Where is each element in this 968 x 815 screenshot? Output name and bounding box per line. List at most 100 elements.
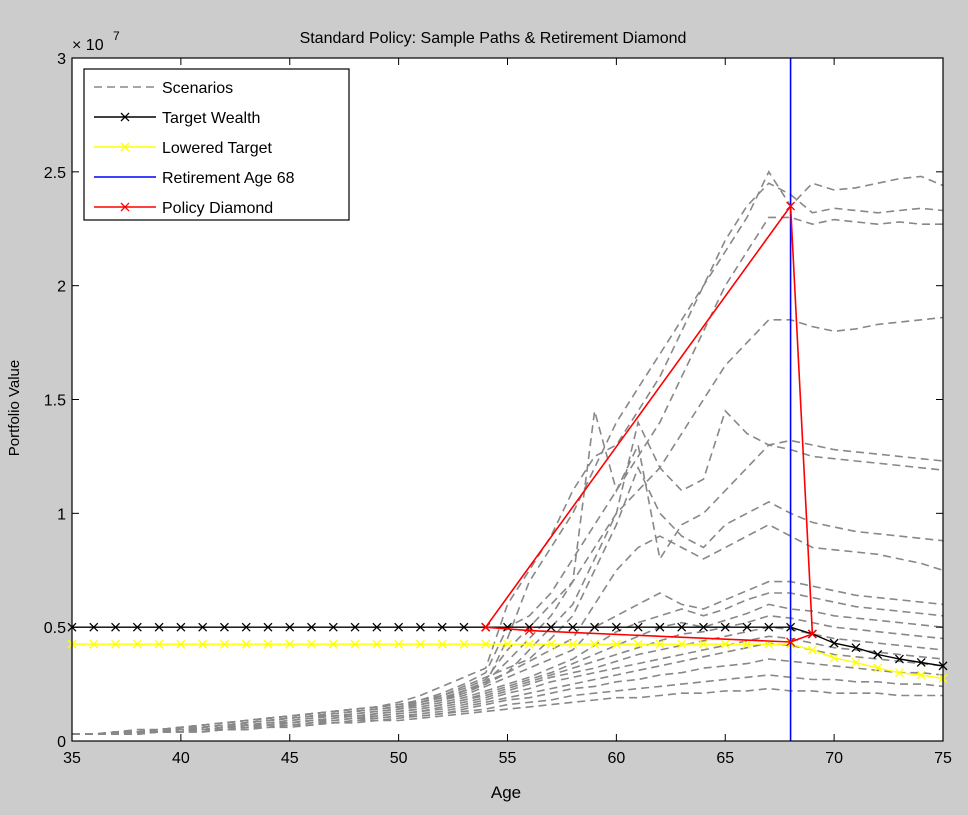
target-wealth-marker [459,622,469,632]
lowered-target-marker [916,670,926,680]
lowered-target-marker [328,639,338,649]
target-wealth-marker [655,622,665,632]
target-wealth-marker [873,650,883,659]
policy-diamond-line [485,203,814,643]
lowered-target-marker [263,639,273,649]
x-tick-label: 35 [63,750,81,767]
lowered-target-marker [285,639,295,649]
lowered-target-marker [154,639,164,649]
x-tick-label: 50 [390,750,408,767]
legend-label-target-wealth: Target Wealth [162,110,260,127]
target-wealth-marker [415,622,425,632]
policy-diamond-marker [524,626,534,636]
legend-label-lowered-target: Lowered Target [162,140,273,157]
lowered-target-marker [590,639,600,649]
scenario-path-10 [72,592,944,736]
lowered-target-marker [633,639,643,649]
target-wealth-marker [394,622,404,632]
axis-ticks: 35 40 45 50 55 60 65 70 75 0 0.5 1 1.5 2 2.5 3 [44,51,952,767]
target-wealth-marker [111,622,121,632]
y-tick-label: 3 [57,51,66,68]
y-axis-label: Portfolio Value [6,360,23,456]
lowered-target-marker [350,639,360,649]
target-wealth-marker [198,622,208,632]
lowered-target-marker [372,639,382,649]
lowered-target-marker [437,639,447,649]
legend-label-scenarios: Scenarios [162,80,233,97]
target-wealth-marker [176,622,186,632]
chart-title: Standard Policy: Sample Paths & Retireme… [300,30,687,47]
lowered-target-marker [219,639,229,649]
target-wealth-marker [764,622,774,632]
x-tick-label: 45 [281,750,299,767]
target-wealth-marker [851,643,861,653]
lowered-target-marker [829,653,839,663]
scenario-path-7 [72,465,944,736]
target-wealth-marker [546,622,556,632]
target-wealth-marker [328,622,338,632]
lowered-target-marker [655,639,665,649]
y-exponent-power: 7 [113,29,120,43]
x-tick-label: 75 [934,750,952,767]
lowered-target-marker [132,639,142,649]
scenario-path-18 [72,687,943,736]
x-tick-label: 70 [825,750,843,767]
target-wealth-marker [241,622,251,632]
y-tick-label: 2.5 [44,165,66,182]
target-wealth-marker [611,622,621,632]
x-axis-label: Age [491,783,521,802]
target-wealth-marker [219,622,229,632]
y-exponent-label: × 10 [72,37,104,54]
lowered-target-marker [176,639,186,649]
lowered-target-marker [524,639,534,649]
target-wealth-marker [132,622,142,632]
policy-diamond-marker [807,629,817,639]
lowered-target-marker [807,645,817,655]
y-tick-label: 1.5 [44,393,66,410]
lowered-target-marker [894,668,904,678]
lowered-target-marker [699,639,708,649]
y-tick-label: 0.5 [44,620,66,637]
target-wealth-marker [285,622,295,632]
x-tick-label: 55 [499,750,517,767]
lowered-target-marker [481,639,491,649]
lowered-target-marker [241,639,251,649]
policy-diamond-marker [786,201,796,211]
target-wealth-marker [372,622,382,632]
target-wealth-marker [568,622,578,632]
target-wealth-marker [742,622,752,632]
target-wealth-marker [677,622,687,632]
lowered-target-marker [111,639,121,649]
target-wealth-marker [894,654,904,664]
lowered-target-marker [677,639,687,649]
lowered-target-marker [568,639,578,649]
target-wealth-marker [263,622,273,632]
legend: Scenarios Target Wealth Lowered Target Reti… [83,68,350,221]
target-wealth-marker [350,622,360,632]
target-wealth-marker [307,622,316,632]
lowered-target-marker [611,639,621,649]
lowered-target-marker [459,639,469,649]
x-tick-label: 65 [716,750,734,767]
lowered-target-marker [720,639,730,649]
lowered-target-marker [394,639,404,649]
target-wealth-marker [437,622,447,632]
target-wealth-marker [154,622,164,632]
x-tick-label: 40 [172,750,190,767]
target-wealth-marker [699,622,708,632]
target-wealth-marker [633,622,643,632]
target-wealth-marker [89,622,99,632]
lowered-target-marker [742,639,752,649]
target-wealth-marker [829,638,839,648]
legend-label-policy-diamond: Policy Diamond [162,200,273,217]
lowered-target-marker [546,639,556,649]
legend-marker-policy-diamond [120,202,130,212]
target-wealth-marker [916,657,926,667]
lowered-target-marker [851,657,861,667]
legend-marker-lowered-target [120,142,130,152]
policy-diamond-marker [481,622,491,632]
y-tick-label: 2 [57,279,66,296]
target-wealth-marker [590,622,600,632]
